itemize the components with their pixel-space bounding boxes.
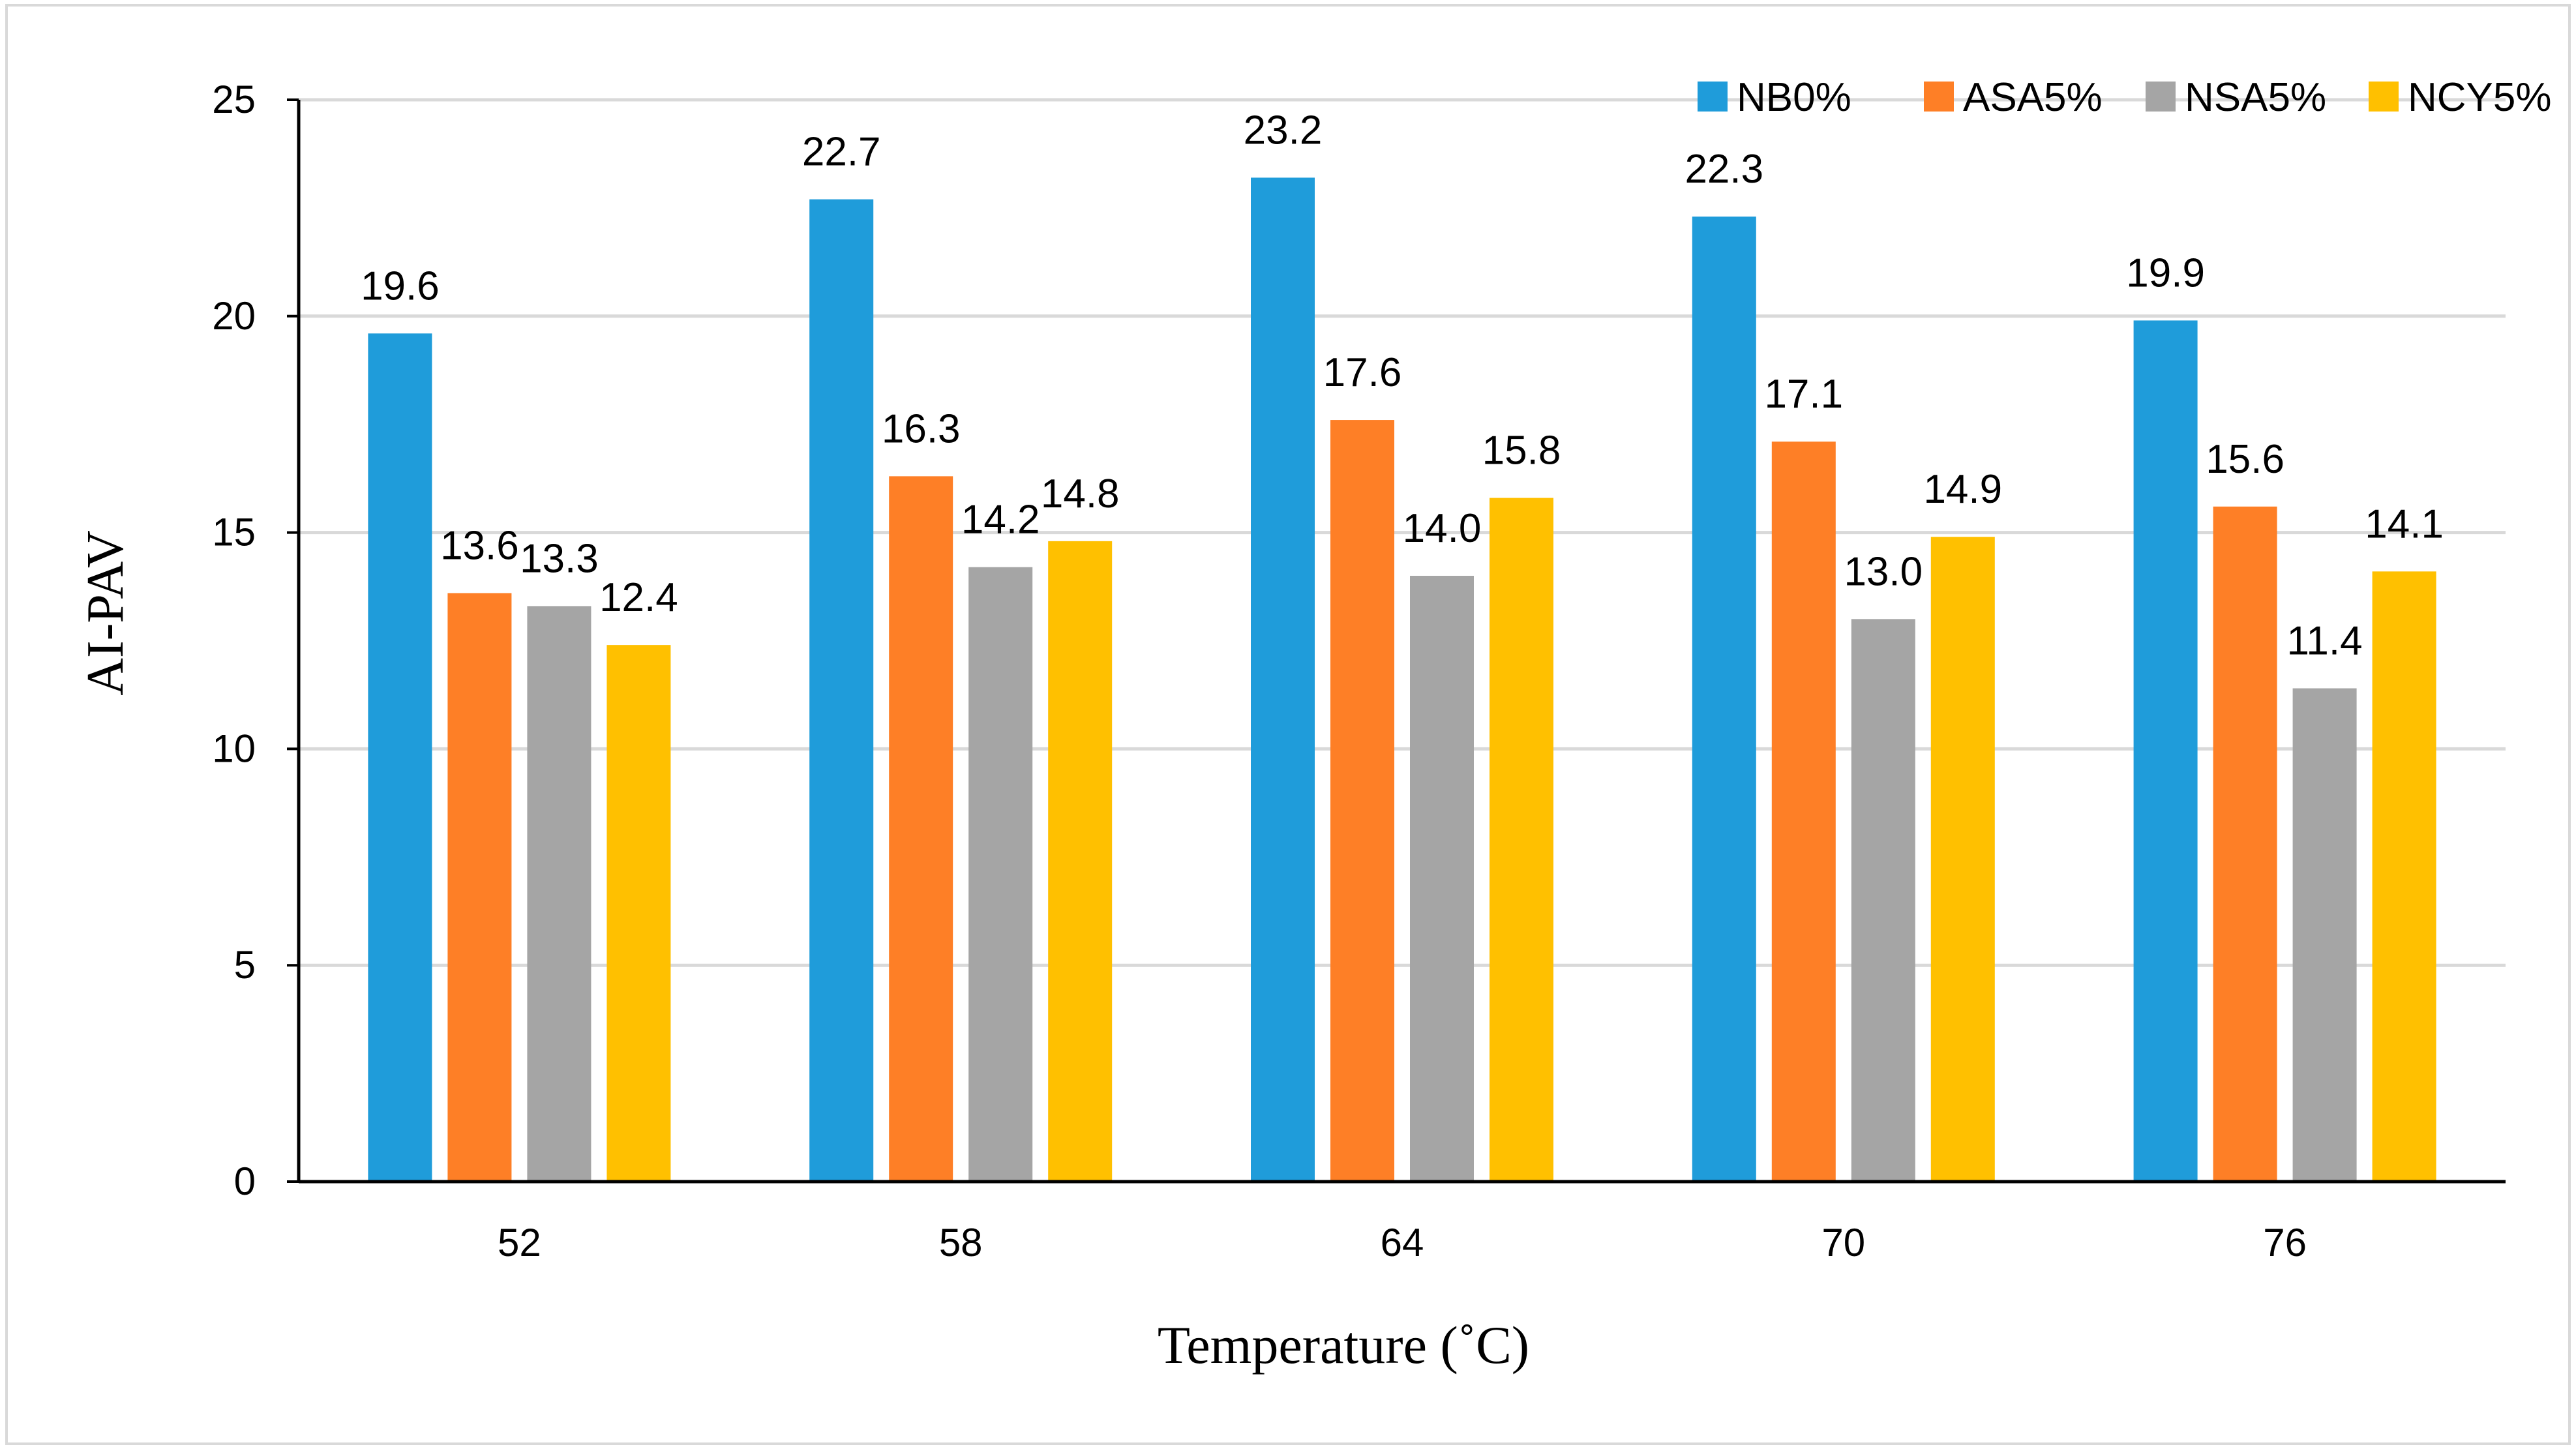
bar-nb0pct-70 xyxy=(1692,217,1756,1182)
legend: NB0% ASA5% NSA5% NCY5% xyxy=(1698,75,2552,120)
bar-ncy5pct-70 xyxy=(1930,537,1995,1182)
data-label: 14.9 xyxy=(1923,467,2002,512)
bar-asa5pct-58 xyxy=(889,476,953,1182)
y-tick-label: 5 xyxy=(234,943,256,987)
x-axis-title: Temperature (˚C) xyxy=(1158,1315,1529,1375)
bar-nsa5pct-52 xyxy=(527,606,592,1182)
data-label: 13.6 xyxy=(440,524,519,569)
data-label: 23.2 xyxy=(1244,108,1323,153)
bar-ncy5pct-76 xyxy=(2372,571,2436,1182)
y-tick-label: 0 xyxy=(234,1159,256,1203)
x-tick-label: 64 xyxy=(1381,1221,1424,1264)
x-tick-label: 52 xyxy=(498,1221,541,1264)
bar-nsa5pct-58 xyxy=(968,567,1033,1182)
bar-nb0pct-64 xyxy=(1251,177,1315,1182)
x-tick-label: 58 xyxy=(939,1221,983,1264)
bar-nb0pct-58 xyxy=(809,199,874,1182)
data-label: 22.3 xyxy=(1685,147,1763,192)
data-label: 11.4 xyxy=(2287,618,2363,663)
y-tick-label: 10 xyxy=(212,726,256,770)
data-label: 17.6 xyxy=(1323,350,1402,395)
y-axis-title: AI-PAV xyxy=(77,530,134,695)
data-label: 13.0 xyxy=(1844,549,1923,594)
x-tick-label: 70 xyxy=(1821,1221,1865,1264)
data-label: 14.2 xyxy=(961,498,1040,543)
bar-ncy5pct-52 xyxy=(607,645,671,1182)
bar-asa5pct-76 xyxy=(2213,506,2277,1182)
legend-swatch xyxy=(1924,82,1954,112)
y-tick-label: 25 xyxy=(212,78,256,121)
data-label: 16.3 xyxy=(882,406,961,451)
data-label: 14.0 xyxy=(1403,506,1482,551)
bar-nsa5pct-70 xyxy=(1851,619,1915,1182)
axes: 0 5 10 15 20 25 52 58 64 70 76 xyxy=(212,78,2506,1264)
legend-label: NCY5% xyxy=(2408,75,2552,120)
data-labels: 19.6 13.6 13.312.4 22.7 16.3 14.214.8 23.2 17.6… xyxy=(361,108,2444,663)
data-label: 12.4 xyxy=(599,575,678,620)
bar-asa5pct-52 xyxy=(447,593,512,1182)
data-label: 15.8 xyxy=(1482,428,1561,473)
data-label: 22.7 xyxy=(802,130,881,175)
legend-label: NSA5% xyxy=(2185,75,2326,120)
bar-nb0pct-76 xyxy=(2133,320,2198,1182)
bar-nsa5pct-64 xyxy=(1410,575,1474,1182)
legend-label: ASA5% xyxy=(1963,75,2103,120)
bar-asa5pct-70 xyxy=(1771,441,1836,1182)
bar-nb0pct-52 xyxy=(368,333,432,1182)
y-tick-label: 20 xyxy=(212,294,256,338)
legend-label: NB0% xyxy=(1737,75,1851,120)
legend-swatch xyxy=(2146,82,2176,112)
legend-swatch xyxy=(1698,82,1728,112)
data-label: 19.9 xyxy=(2126,250,2205,295)
bar-ncy5pct-64 xyxy=(1490,498,1553,1182)
bar-nsa5pct-76 xyxy=(2292,688,2357,1182)
data-label: 14.8 xyxy=(1041,471,1120,516)
bars xyxy=(368,177,2436,1182)
data-label: 14.1 xyxy=(2365,501,2444,546)
x-tick-label: 76 xyxy=(2263,1221,2307,1264)
bar-asa5pct-64 xyxy=(1330,420,1394,1182)
legend-swatch xyxy=(2369,82,2399,112)
data-label: 19.6 xyxy=(361,263,440,308)
y-tick-label: 15 xyxy=(212,511,256,554)
data-label: 15.6 xyxy=(2206,437,2284,482)
data-label: 17.1 xyxy=(1764,372,1843,417)
bar-ncy5pct-58 xyxy=(1048,541,1113,1182)
data-label: 13.3 xyxy=(520,536,599,581)
